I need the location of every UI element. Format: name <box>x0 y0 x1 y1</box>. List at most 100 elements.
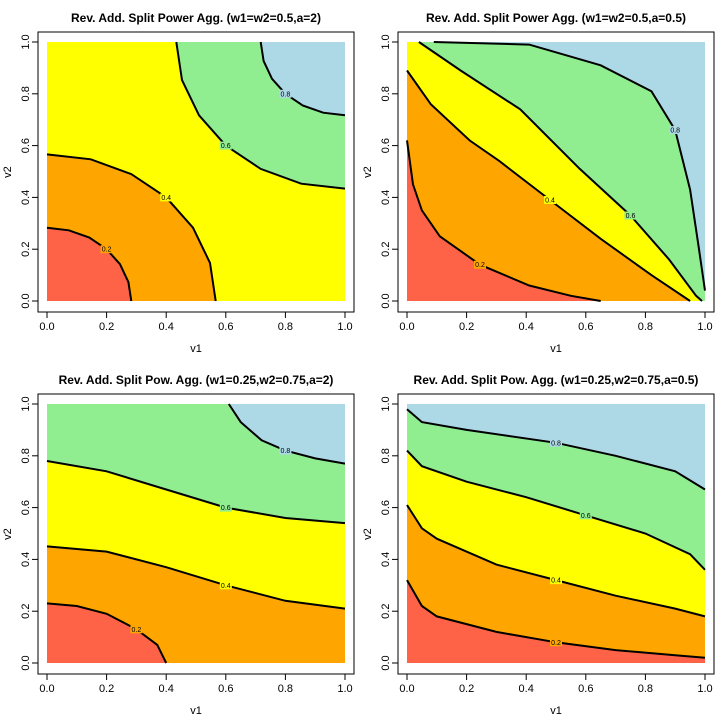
contour-label-bg <box>219 581 232 590</box>
contour-label-bg <box>550 576 562 585</box>
chart-title: Rev. Add. Split Pow. Agg. (w1=0.25,w2=0.… <box>59 373 334 387</box>
chart-title: Rev. Add. Split Power Agg. (w1=w2=0.5,a=… <box>71 11 321 25</box>
contour-label: 0.4 <box>545 197 555 204</box>
contour-line <box>418 41 703 302</box>
contour-label: 0.2 <box>132 627 142 634</box>
x-tick-label: 0.8 <box>638 683 653 695</box>
plot-frame <box>37 393 355 675</box>
x-tick-label: 1.0 <box>337 683 352 695</box>
contour-label: 0.6 <box>581 513 591 520</box>
y-tick-label: 0.8 <box>380 448 392 463</box>
x-tick-label: 0.4 <box>519 321 534 333</box>
contour-label: 0.8 <box>670 128 680 135</box>
contour-line <box>227 403 346 465</box>
chart-title: Rev. Add. Split Power Agg. (w1=w2=0.5,a=… <box>426 11 686 25</box>
contour-label: 0.2 <box>102 247 112 254</box>
x-tick-label: 0.6 <box>578 321 593 333</box>
y-tick-label: 0.8 <box>380 86 392 101</box>
y-tick-label: 0.2 <box>380 242 392 257</box>
x-tick-label: 0.4 <box>519 683 534 695</box>
x-tick-label: 0.2 <box>99 321 114 333</box>
y-tick-label: 0.4 <box>380 552 392 567</box>
x-tick-label: 1.0 <box>337 321 352 333</box>
y-tick-label: 0.2 <box>380 604 392 619</box>
contour-label-bg <box>219 503 232 512</box>
contour-label-bg <box>579 511 592 520</box>
contour-label: 0.4 <box>161 195 171 202</box>
y-axis-label: v2 <box>2 166 14 178</box>
band-fill <box>407 580 705 663</box>
x-tick-label: 0.6 <box>218 321 233 333</box>
contour-label-bg <box>474 260 487 269</box>
plot-frame <box>397 393 715 675</box>
contour-label: 0.2 <box>551 640 561 647</box>
x-tick-label: 0.0 <box>39 321 54 333</box>
x-axis-label: v1 <box>550 705 562 717</box>
contour-label-bg <box>100 245 113 254</box>
y-tick-label: 0.0 <box>20 655 32 670</box>
contour-label-bg <box>279 446 292 455</box>
x-tick-label: 0.2 <box>99 683 114 695</box>
contour-line <box>406 449 706 571</box>
contour-label: 0.4 <box>221 583 231 590</box>
contour-line <box>406 504 706 618</box>
panel: 0.2 0.4 0.6 0.8 0.0 0.2 0.4 0.6 0.8 1.0 0.0 0.2 0.4 0… <box>362 11 715 355</box>
y-tick-label: 0.2 <box>20 604 32 619</box>
x-tick-label: 0.2 <box>459 683 474 695</box>
y-tick-label: 0.0 <box>380 655 392 670</box>
contour-line <box>406 140 601 302</box>
y-tick-label: 1.0 <box>20 396 32 411</box>
contour-label-bg <box>550 438 562 447</box>
y-tick-label: 0.6 <box>20 500 32 515</box>
contour-line <box>46 460 346 525</box>
y-tick-label: 0.0 <box>380 293 392 308</box>
contour-line <box>406 69 691 302</box>
x-axis-label: v1 <box>550 343 562 355</box>
panel: 0.2 0.4 0.6 0.8 0.0 0.2 0.4 0.6 0.8 1.0 0.0 0.2 0.4 0… <box>2 11 355 355</box>
contour-label-bg <box>130 625 143 634</box>
contour-line <box>46 602 168 664</box>
x-tick-label: 0.4 <box>159 683 174 695</box>
x-tick-label: 0.8 <box>278 321 293 333</box>
contour-line <box>46 545 346 610</box>
y-tick-label: 0.6 <box>20 138 32 153</box>
x-axis-label: v1 <box>190 343 202 355</box>
y-tick-label: 1.0 <box>380 34 392 49</box>
plot-frame <box>397 31 715 313</box>
x-tick-label: 0.2 <box>459 321 474 333</box>
x-tick-label: 0.6 <box>218 683 233 695</box>
contour-label: 0.6 <box>626 213 636 220</box>
x-tick-label: 0.8 <box>278 683 293 695</box>
contour-label-bg <box>544 195 557 204</box>
x-tick-label: 0.0 <box>399 683 414 695</box>
y-tick-label: 0.0 <box>20 293 32 308</box>
x-tick-label: 0.4 <box>159 321 174 333</box>
x-tick-label: 1.0 <box>697 321 712 333</box>
contour-label: 0.8 <box>281 91 291 98</box>
x-tick-label: 0.6 <box>578 683 593 695</box>
y-tick-label: 0.4 <box>20 190 32 205</box>
plot-frame <box>37 31 355 313</box>
x-tick-label: 0.0 <box>39 683 54 695</box>
contour-label: 0.6 <box>221 505 231 512</box>
contour-label-bg <box>624 211 637 220</box>
contour-label-bg <box>219 141 232 150</box>
band-fill <box>407 140 601 301</box>
x-tick-label: 0.8 <box>638 321 653 333</box>
y-tick-label: 0.6 <box>380 500 392 515</box>
contour-label: 0.8 <box>551 440 561 447</box>
y-axis-label: v2 <box>2 528 14 540</box>
y-tick-label: 0.8 <box>20 86 32 101</box>
chart-title: Rev. Add. Split Pow. Agg. (w1=0.25,w2=0.… <box>414 373 699 387</box>
panel: 0.2 0.4 0.6 0.8 0.0 0.2 0.4 0.6 0.8 1.0 0.0 0.2 0.4 0… <box>2 373 355 717</box>
y-axis-label: v2 <box>362 528 374 540</box>
contour-label-bg <box>669 126 682 135</box>
contour-line <box>406 579 706 659</box>
band-fill <box>407 70 691 302</box>
x-tick-label: 0.0 <box>399 321 414 333</box>
contour-label: 0.8 <box>281 448 291 455</box>
x-tick-label: 1.0 <box>697 683 712 695</box>
contour-label: 0.4 <box>551 578 561 585</box>
band-fill <box>47 603 167 663</box>
